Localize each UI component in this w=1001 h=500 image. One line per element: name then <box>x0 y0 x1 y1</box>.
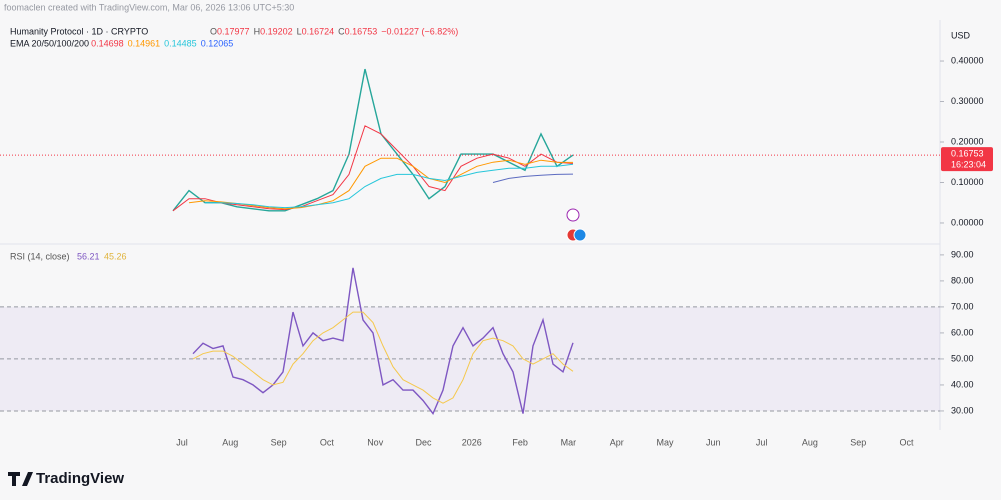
x-tick-label: Oct <box>899 437 914 447</box>
y-tick-label: 0.40000 <box>951 55 984 65</box>
ohlc-value: −0.01227 (−6.82%) <box>381 26 458 36</box>
series-line <box>192 311 574 404</box>
flag-icon[interactable] <box>573 228 587 242</box>
ohlc-label: O <box>210 26 217 36</box>
y-tick-label: 0.10000 <box>951 177 984 187</box>
ema-value: 0.12065 <box>201 38 234 48</box>
symbol: Humanity Protocol · 1D · CRYPTO <box>10 26 148 36</box>
rsi-value: 56.21 <box>77 251 100 261</box>
ohlc-value: 0.19202 <box>260 26 293 36</box>
x-tick-label: Aug <box>222 437 238 447</box>
x-tick-label: Apr <box>610 437 624 447</box>
currency: USD <box>951 30 971 40</box>
rsi-ma-value: 45.26 <box>104 251 127 261</box>
y-tick-label: 0.00000 <box>951 217 984 227</box>
x-tick-label: May <box>656 437 674 447</box>
x-tick-label: Dec <box>415 437 432 447</box>
series-line <box>172 125 574 212</box>
y-tick-label: 30.00 <box>951 405 974 415</box>
series-line <box>192 267 574 415</box>
ohlc-label: L <box>297 26 302 36</box>
x-tick-label: 2026 <box>462 437 482 447</box>
y-tick-label: 40.00 <box>951 379 974 389</box>
x-tick-label: Jul <box>756 437 768 447</box>
y-tick-label: 0.30000 <box>951 96 984 106</box>
logo-mark <box>8 472 33 486</box>
x-tick-label: Nov <box>367 437 384 447</box>
x-tick-label: Oct <box>320 437 335 447</box>
x-tick-label: Feb <box>512 437 528 447</box>
last-price: 0.16753 <box>951 149 984 159</box>
y-tick-label: 50.00 <box>951 353 974 363</box>
last-price-box <box>941 147 993 172</box>
x-tick-label: Sep <box>850 437 866 447</box>
y-tick-label: 60.00 <box>951 327 974 337</box>
ohlc-value: 0.16724 <box>302 26 335 36</box>
y-tick-label: 70.00 <box>951 301 974 311</box>
ohlc-label: C <box>338 26 345 36</box>
x-tick-label: Mar <box>561 437 577 447</box>
watermark: foomaclen created with TradingView.com, … <box>4 2 294 12</box>
ema-label: EMA 20/50/100/200 <box>10 38 89 48</box>
x-tick-label: Jul <box>176 437 188 447</box>
x-tick-label: Jun <box>706 437 721 447</box>
y-tick-label: 90.00 <box>951 249 974 259</box>
ohlc-value: 0.17977 <box>217 26 250 36</box>
rsi-title: RSI (14, close) <box>10 251 70 261</box>
ohlc-label: H <box>254 26 261 36</box>
x-tick-label: Aug <box>802 437 818 447</box>
countdown: 16:23:04 <box>951 160 986 170</box>
logo: TradingView <box>36 470 124 487</box>
ema-value: 0.14485 <box>164 38 197 48</box>
series-line <box>492 173 574 183</box>
y-tick-label: 0.20000 <box>951 136 984 146</box>
x-tick-label: Sep <box>271 437 287 447</box>
ema-value: 0.14961 <box>128 38 161 48</box>
y-tick-label: 80.00 <box>951 275 974 285</box>
event-icon[interactable] <box>566 208 580 222</box>
ema-value: 0.14698 <box>91 38 124 48</box>
series-line <box>205 163 574 209</box>
ohlc-value: 0.16753 <box>345 26 378 36</box>
series-line <box>188 157 574 210</box>
